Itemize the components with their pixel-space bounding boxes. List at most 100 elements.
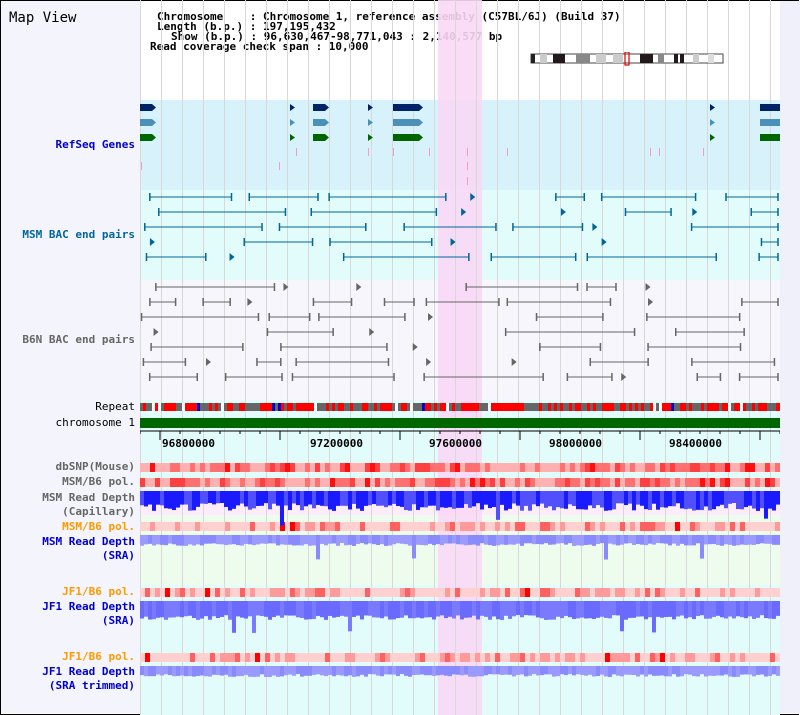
polymorphism-cell bbox=[145, 478, 150, 487]
track-label-repeat[interactable]: Repeat bbox=[95, 400, 135, 413]
polymorphism-cell bbox=[155, 478, 160, 487]
repeat-segment bbox=[260, 403, 263, 411]
read-depth-bar bbox=[768, 535, 772, 544]
read-depth-bar bbox=[240, 666, 244, 677]
read-depth-bar bbox=[516, 491, 520, 506]
chromosome-ideogram[interactable] bbox=[528, 52, 728, 66]
read-depth-bar bbox=[352, 666, 356, 677]
track-label-jf1-b6-pol-2[interactable]: JF1/B6 pol. bbox=[62, 650, 135, 663]
read-depth-bar bbox=[644, 491, 648, 510]
polymorphism-cell bbox=[720, 522, 725, 531]
repeat-segment bbox=[317, 403, 320, 411]
polymorphism-cell bbox=[360, 653, 365, 662]
repeat-segment bbox=[503, 403, 506, 411]
read-depth-bar bbox=[348, 535, 352, 545]
polymorphism-cell bbox=[695, 653, 700, 662]
track-label-msm-bac[interactable]: MSM BAC end pairs bbox=[22, 228, 135, 241]
polymorphism-cell bbox=[695, 478, 700, 487]
repeat-segment bbox=[590, 403, 593, 411]
repeat-segment bbox=[368, 403, 371, 411]
polymorphism-cell bbox=[315, 478, 320, 487]
polymorphism-cell bbox=[495, 588, 500, 597]
track-label-b6n-bac[interactable]: B6N BAC end pairs bbox=[22, 333, 135, 346]
read-depth-bar bbox=[624, 535, 628, 544]
track-label-refseq[interactable]: RefSeq Genes bbox=[55, 138, 135, 151]
track-label-jf1-depth-sra[interactable]: JF1 Read Depth (SRA) bbox=[42, 600, 135, 627]
polymorphism-cell bbox=[425, 463, 430, 472]
read-depth-bar bbox=[160, 601, 164, 618]
polymorphism-cell bbox=[480, 588, 485, 597]
genome-browser-plot[interactable]: 96800000 97200000 97600000 98000000 9840… bbox=[140, 0, 780, 715]
gene-arrow bbox=[368, 119, 373, 126]
read-depth-bar bbox=[648, 666, 652, 675]
track-label-msm-b6-pol[interactable]: MSM/B6 pol. bbox=[62, 475, 135, 488]
read-depth-bar bbox=[544, 601, 548, 620]
polymorphism-cell bbox=[645, 478, 650, 487]
polymorphism-cell bbox=[755, 522, 760, 531]
read-depth-bar bbox=[484, 666, 488, 676]
repeat-segment bbox=[575, 403, 578, 411]
polymorphism-cell bbox=[540, 588, 545, 597]
polymorphism-cell bbox=[250, 463, 255, 472]
polymorphism-cell bbox=[690, 463, 695, 472]
polymorphism-cell bbox=[435, 588, 440, 597]
polymorphism-cell bbox=[425, 478, 430, 487]
read-depth-bar bbox=[632, 601, 636, 618]
repeat-segment bbox=[143, 403, 146, 411]
repeat-segment bbox=[602, 403, 605, 411]
polymorphism-cell bbox=[145, 653, 150, 662]
polymorphism-cell bbox=[675, 653, 680, 662]
track-label-jf1-depth-trimmed[interactable]: JF1 Read Depth (SRA trimmed) bbox=[42, 665, 135, 692]
read-depth-bar bbox=[456, 666, 460, 675]
read-depth-bar bbox=[340, 535, 344, 544]
polymorphism-cell bbox=[565, 463, 570, 472]
polymorphism-cell bbox=[720, 478, 725, 487]
read-depth-bar bbox=[536, 491, 540, 507]
repeat-segment bbox=[398, 403, 401, 411]
read-depth-bar bbox=[592, 666, 596, 677]
polymorphism-cell bbox=[505, 478, 510, 487]
ideogram-current-region[interactable] bbox=[624, 52, 630, 66]
polymorphism-cell bbox=[720, 588, 725, 597]
polymorphism-cell bbox=[565, 588, 570, 597]
polymorphism-cell bbox=[565, 522, 570, 531]
polymorphism-cell bbox=[635, 522, 640, 531]
polymorphism-cell bbox=[170, 478, 175, 487]
read-depth-bar bbox=[592, 491, 596, 509]
polymorphism-cell bbox=[735, 522, 740, 531]
polymorphism-cell bbox=[500, 522, 505, 531]
read-depth-bar bbox=[296, 535, 300, 546]
read-depth-bar bbox=[316, 601, 320, 616]
polymorphism-cell bbox=[365, 463, 370, 472]
track-label-msm-depth-capillary[interactable]: MSM Read Depth (Capillary) bbox=[42, 491, 135, 518]
polymorphism-cell bbox=[505, 463, 510, 472]
read-depth-bar bbox=[176, 666, 180, 676]
read-depth-bar bbox=[468, 535, 472, 545]
read-depth-bar bbox=[552, 535, 556, 545]
track-label-chromosome[interactable]: chromosome 1 bbox=[55, 416, 135, 429]
read-depth-bar bbox=[408, 666, 412, 677]
polymorphism-cell bbox=[365, 653, 370, 662]
polymorphism-cell bbox=[275, 478, 280, 487]
read-depth-bar bbox=[560, 491, 564, 509]
polymorphism-cell bbox=[340, 522, 345, 531]
read-depth-bar bbox=[716, 666, 720, 676]
read-depth-bar bbox=[696, 535, 700, 544]
read-depth-bar bbox=[748, 535, 752, 545]
track-label-msm-depth-sra[interactable]: MSM Read Depth (SRA) bbox=[42, 535, 135, 562]
polymorphism-cell bbox=[465, 463, 470, 472]
track-label-jf1-b6-pol[interactable]: JF1/B6 pol. bbox=[62, 585, 135, 598]
repeat-segment bbox=[560, 403, 563, 411]
read-depth-bar bbox=[624, 491, 628, 506]
read-depth-bar bbox=[712, 491, 716, 510]
read-depth-bar bbox=[300, 535, 304, 546]
read-depth-bar bbox=[268, 601, 272, 620]
repeat-segment bbox=[665, 403, 668, 411]
polymorphism-cell bbox=[520, 463, 525, 472]
read-depth-bar bbox=[456, 535, 460, 545]
track-label-msm-b6-pol-2[interactable]: MSM/B6 pol. bbox=[62, 520, 135, 533]
polymorphism-cell bbox=[245, 463, 250, 472]
polymorphism-cell bbox=[435, 522, 440, 531]
polymorphism-cell bbox=[445, 522, 450, 531]
track-label-dbsnp[interactable]: dbSNP(Mouse) bbox=[55, 460, 135, 473]
